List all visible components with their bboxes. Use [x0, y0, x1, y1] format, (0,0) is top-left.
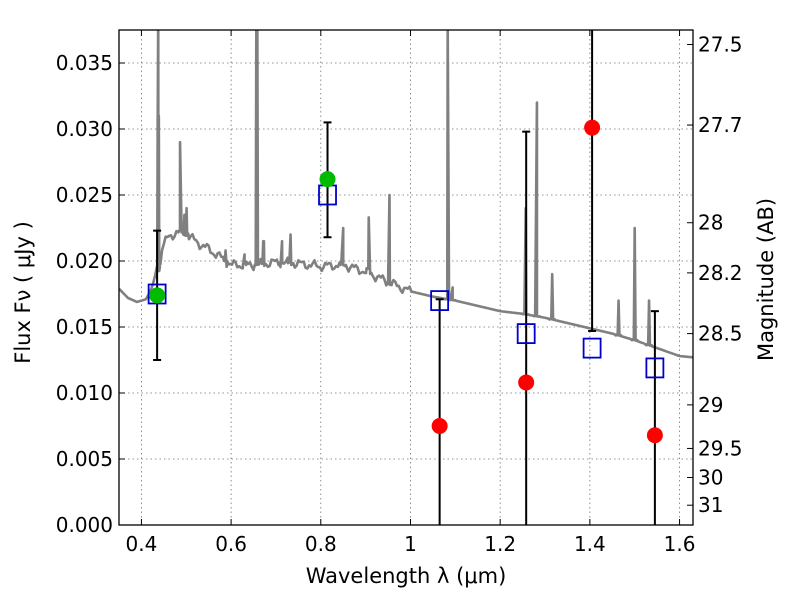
x-tick-label: 0.6: [215, 532, 247, 556]
y-tick-label: 0.015: [56, 315, 113, 339]
x-axis-label: Wavelength λ (μm): [306, 564, 507, 588]
y2-tick-label: 31: [698, 493, 723, 517]
y-axis-label: Flux Fν ( μJy ): [11, 221, 35, 364]
y-tick-label: 0.005: [56, 447, 113, 471]
detection-point: [149, 287, 166, 304]
y-tick-label: 0.035: [56, 51, 113, 75]
upper-limit-point: [584, 119, 601, 136]
synthetic-photometry-box: [147, 283, 167, 305]
y2-tick-label: 27.5: [698, 33, 743, 57]
upper-limit-point: [431, 418, 448, 434]
x-tick-label: 1.6: [664, 532, 696, 556]
upper-limit-point: [646, 427, 663, 444]
y-tick-label: 0.025: [56, 183, 113, 207]
x-tick-label: 0.4: [126, 532, 158, 556]
synthetic-photometry-box: [430, 290, 450, 312]
y2-axis-label: Magnitude (AB): [754, 198, 778, 361]
plot-frame: [118, 29, 694, 526]
upper-limit-point: [518, 374, 535, 391]
y2-tick-label: 30: [698, 465, 723, 489]
y-tick-label: 0.020: [56, 249, 113, 273]
detection-point: [319, 171, 336, 188]
grid: [119, 30, 693, 526]
y2-tick-label: 29: [698, 393, 723, 417]
error-bars: [153, 30, 659, 525]
model-spectrum-layer: [119, 30, 693, 359]
synthetic-photometry-box: [582, 337, 602, 359]
x-tick-label: 1: [404, 532, 417, 556]
x-tick-label: 1.4: [574, 532, 606, 556]
data-markers: [147, 119, 665, 444]
y2-tick-label: 28: [698, 211, 723, 235]
x-tick-label: 1.2: [484, 532, 516, 556]
y-tick-label: 0.000: [56, 513, 113, 537]
y2-tick-label: 28.5: [698, 322, 743, 346]
model-spectrum-line: [119, 30, 693, 359]
y2-tick-label: 29.5: [698, 436, 743, 460]
y2-tick-label: 28.2: [698, 261, 743, 285]
synthetic-photometry-box: [645, 357, 665, 379]
axis-ticks: 0.4 0.6 0.8 1 1.2 1.4 1.6 0.000 0.005 0.010 0.015 0…: [56, 30, 743, 556]
synthetic-photometry-box: [516, 323, 536, 345]
y-tick-label: 0.010: [56, 381, 113, 405]
x-tick-label: 0.8: [305, 532, 337, 556]
y-tick-label: 0.030: [56, 117, 113, 141]
y2-tick-label: 27.7: [698, 113, 743, 137]
